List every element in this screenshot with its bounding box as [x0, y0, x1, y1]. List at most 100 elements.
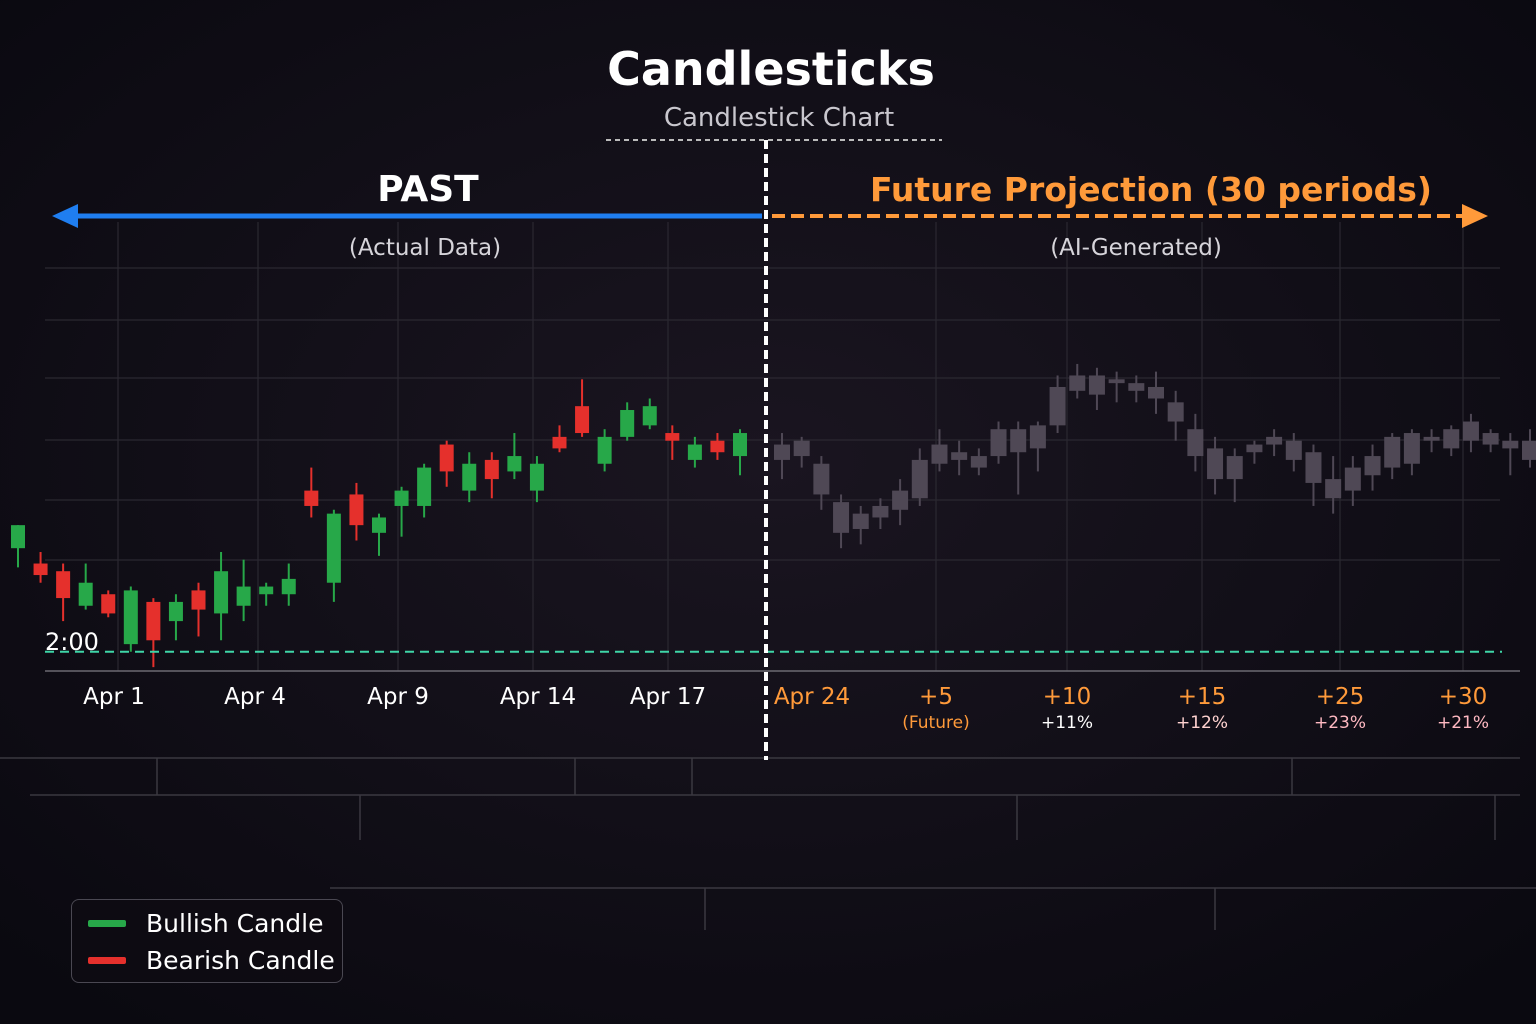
future-tick-label: Apr 24 — [774, 684, 850, 710]
legend-label-bullish: Bullish Candle — [146, 908, 324, 938]
future-sublabel: (AI-Generated) — [1050, 235, 1222, 261]
bullish-candle — [123, 586, 138, 652]
legend-item-bullish: Bullish Candle — [88, 908, 323, 938]
candle-body — [665, 433, 680, 441]
candle-body — [710, 440, 725, 453]
x-tick-label: Apr 4 — [224, 684, 286, 710]
candle-body — [687, 444, 702, 460]
bullish-candle — [733, 429, 747, 476]
future-tick-sublabel: +12% — [1176, 713, 1228, 733]
future-tick-label: +25 — [1316, 684, 1365, 710]
projected-candle — [1266, 429, 1283, 457]
legend-item-bearish: Bearish Candle — [88, 945, 335, 975]
candle-body — [349, 494, 364, 526]
bullish-candle — [326, 509, 341, 602]
projected-candle — [1384, 433, 1401, 480]
bearish-candle — [33, 552, 48, 583]
candle-body — [1305, 452, 1322, 483]
candle-body — [833, 502, 850, 533]
bullish-candle — [597, 429, 612, 472]
projected-candle — [833, 494, 850, 549]
bullish-candle — [620, 402, 635, 441]
candle-body — [642, 406, 657, 426]
bullish-candle — [259, 582, 274, 606]
projected-candle — [1207, 436, 1224, 495]
candle-body — [33, 563, 48, 576]
projected-candle — [1305, 444, 1322, 506]
bearish-candle — [101, 590, 116, 618]
future-tick-label: +10 — [1043, 684, 1092, 710]
projected-candle — [1049, 375, 1066, 434]
candle-body — [417, 467, 432, 506]
candle-body — [793, 440, 810, 457]
bullish-candle — [281, 563, 296, 606]
candle-body — [575, 406, 590, 434]
candle-body — [774, 444, 790, 460]
projected-candle — [793, 436, 810, 468]
projected-candle — [1010, 421, 1027, 495]
candle-body — [101, 594, 116, 614]
future-arrow — [772, 204, 1488, 228]
projected-candle — [1285, 433, 1302, 472]
bullish-candle — [642, 398, 657, 430]
candle-body — [304, 490, 319, 506]
candle-body — [1226, 456, 1243, 480]
future-tick-label: +15 — [1178, 684, 1227, 710]
projected-candle — [872, 498, 889, 529]
candle-body — [372, 517, 386, 533]
past-sublabel: (Actual Data) — [349, 235, 501, 261]
x-tick-label: Apr 1 — [83, 684, 145, 710]
candle-body — [168, 601, 183, 622]
projected-candle — [1325, 456, 1342, 514]
bullish-candle — [214, 552, 229, 641]
projected-candle — [852, 505, 869, 545]
bearish-candle — [575, 379, 590, 437]
candles — [11, 363, 1536, 668]
candle-body — [1502, 440, 1519, 449]
bearish-candle — [146, 598, 161, 668]
candle-body — [236, 586, 251, 606]
chart-subtitle: Candlestick Chart — [664, 103, 894, 133]
candle-body — [1088, 375, 1105, 395]
candle-body — [1167, 402, 1184, 422]
candle-body — [394, 490, 409, 506]
candle-body — [529, 463, 544, 491]
bearish-candle — [484, 452, 499, 499]
projected-candle — [813, 456, 830, 510]
candle-body — [56, 571, 71, 599]
candle-body — [191, 590, 206, 610]
past-arrow — [52, 204, 762, 228]
projected-candle — [970, 448, 987, 476]
x-tick-label: Apr 17 — [630, 684, 706, 710]
candle-body — [552, 436, 567, 449]
bullish-candle — [417, 463, 432, 518]
bullish-candle — [168, 594, 183, 641]
candle-body — [259, 586, 274, 595]
reference-label: 2:00 — [45, 628, 99, 656]
candle-body — [1108, 379, 1125, 384]
candle-body — [1187, 429, 1204, 457]
projected-candle — [892, 479, 909, 526]
candle-body — [1384, 436, 1401, 468]
bullish-candle — [462, 452, 477, 503]
candle-body — [484, 459, 499, 480]
candle-body — [892, 490, 909, 510]
candle-body — [1522, 440, 1536, 460]
candle-body — [1069, 375, 1086, 391]
bearish-candle — [552, 425, 567, 453]
candle-body — [1443, 429, 1460, 449]
candle-body — [970, 456, 987, 468]
projected-candle — [1128, 375, 1145, 403]
projected-candle — [1246, 440, 1263, 464]
projected-candle — [1522, 429, 1536, 468]
candle-body — [1029, 425, 1046, 449]
future-tick-label: +30 — [1439, 684, 1488, 710]
candle-body — [1049, 386, 1066, 426]
projected-candle — [1462, 413, 1479, 453]
projected-candle — [1069, 363, 1086, 399]
candle-body — [990, 429, 1007, 457]
candle-body — [620, 410, 635, 437]
candle-body — [733, 433, 747, 457]
projected-candle — [1364, 444, 1381, 491]
